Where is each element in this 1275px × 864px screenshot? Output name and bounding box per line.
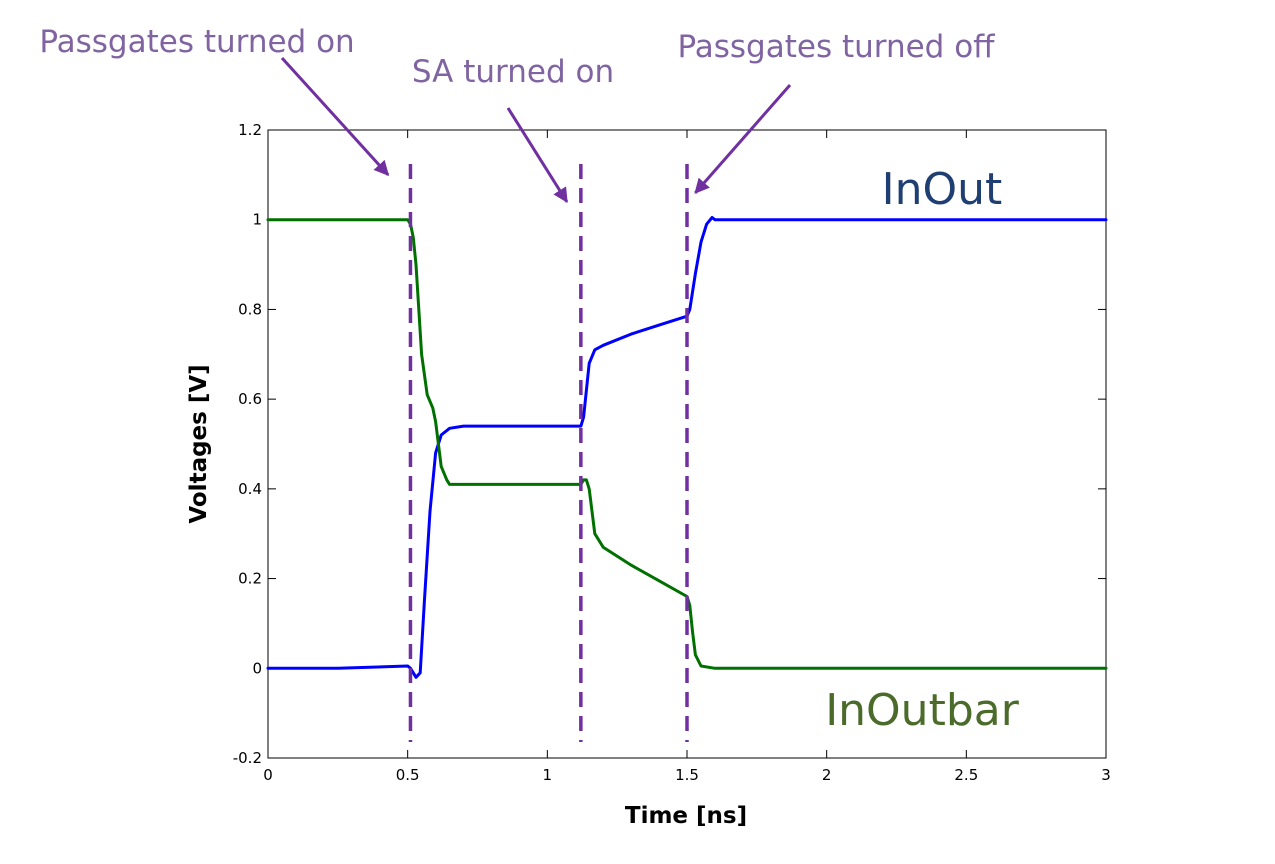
series-label-inout: InOut <box>882 164 1003 215</box>
x-tick-label: 1 <box>543 766 553 784</box>
series-line-inoutbar <box>266 218 1108 670</box>
annotation-arrow-2 <box>506 107 569 204</box>
x-tick-label: 2 <box>822 766 832 784</box>
series-line-inout <box>266 216 1108 679</box>
x-tick-label: 2.5 <box>954 766 978 784</box>
y-tick-label: 0.6 <box>238 390 262 408</box>
x-tick-label: 1.5 <box>675 766 699 784</box>
y-tick-label: 0.8 <box>238 300 262 318</box>
annotation-arrow-3 <box>694 84 792 194</box>
annotation-arrow-1 <box>280 56 390 176</box>
annotation-text-2: SA turned on <box>412 54 614 90</box>
x-axis-label: Time [ns] <box>625 803 747 829</box>
y-tick-label: 1.2 <box>238 121 262 139</box>
x-tick-label: 0.5 <box>396 766 420 784</box>
annotation-text-1: Passgates turned on <box>39 24 354 60</box>
x-tick-label: 3 <box>1101 766 1111 784</box>
y-tick-label: 0.2 <box>238 570 262 588</box>
annotation-text-3: Passgates turned off <box>677 29 995 65</box>
y-tick-label: -0.2 <box>233 749 262 767</box>
series-label-inoutbar: InOutbar <box>825 685 1020 736</box>
y-tick-label: 0 <box>252 659 262 677</box>
annotations: Passgates turned on SA turned on Passgates… <box>39 24 995 204</box>
x-tick-label: 0 <box>263 766 273 784</box>
y-axis-label: Voltages [V] <box>186 364 212 523</box>
series-lines <box>266 216 1108 679</box>
y-axis: -0.2 0 0.2 0.4 0.6 0.8 1 1.2 <box>233 121 1106 767</box>
event-markers <box>408 164 689 742</box>
y-tick-label: 1 <box>252 211 262 229</box>
x-axis: 0 0.5 1 1.5 2 2.5 3 <box>263 130 1111 784</box>
y-tick-label: 0.4 <box>238 480 262 498</box>
